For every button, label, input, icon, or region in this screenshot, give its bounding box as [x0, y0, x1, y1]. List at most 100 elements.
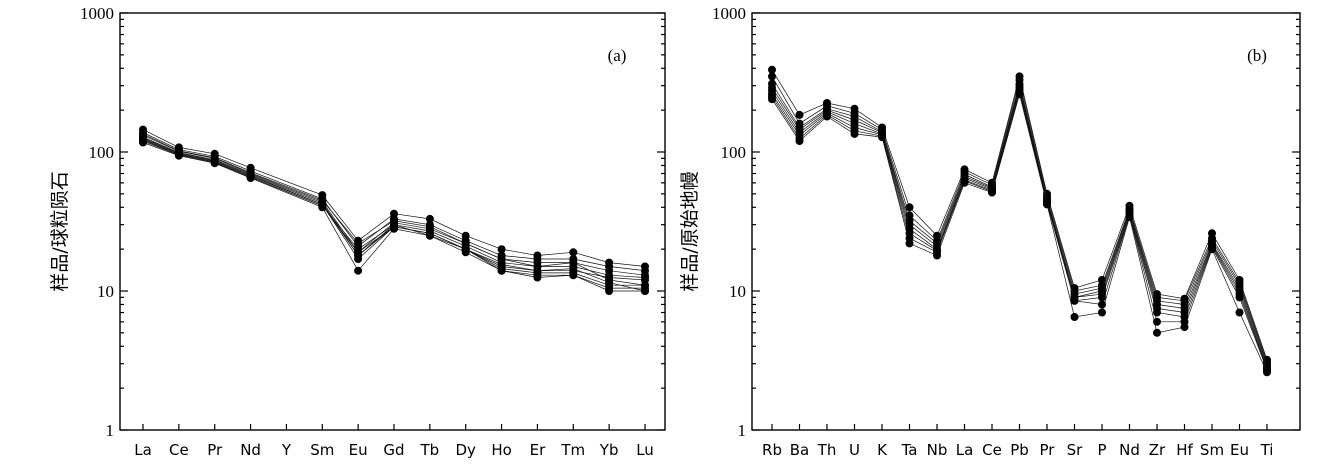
panel-a-series-line-s8 [142, 133, 646, 286]
panel-a-series-line-s4 [142, 136, 646, 278]
panel-b-x-tick-label-ti: Ti [1260, 441, 1274, 459]
panel-a-point-s10-er [533, 273, 542, 282]
panel-b-x-tick-label-th: Th [817, 441, 837, 459]
panel-b-point-s8-th [823, 112, 831, 121]
panel-b-point-s8-eu [1235, 308, 1244, 317]
panel-a-series-line-s10 [142, 139, 645, 292]
panel-b-x-tick-label-zr: Zr [1149, 441, 1166, 459]
panel-b-x-tick-label-hf: Hf [1176, 441, 1193, 459]
panel-a-x-tick-label-la: La [134, 441, 152, 459]
panel-a-series-line-s3 [142, 134, 646, 276]
panel-a-point-s8-dy [461, 239, 470, 248]
panel-b-point-s8-hf [1180, 323, 1189, 332]
panel-a-x-tick-label-pr: Pr [207, 441, 223, 459]
panel-a-series-line-s2 [142, 132, 646, 272]
panel-a-series-line-s1 [142, 129, 646, 267]
panel-a-label: (a) [608, 46, 627, 65]
panel-b-x-tick-label-u: U [849, 441, 860, 459]
panel-b-y-tick-label: 10 [729, 282, 746, 301]
panel-b-point-s1-ba [795, 110, 804, 119]
panel-a-x-tick-label-ce: Ce [169, 441, 189, 459]
panel-a-point-s8-tm [569, 258, 578, 267]
panel-b-y-tick-label: 1 [738, 421, 747, 440]
panel-a-point-s10-lu [641, 287, 649, 295]
panel-b-point-s8-sr [1070, 313, 1079, 321]
panel-b-point-s8-ta [905, 239, 914, 248]
panel-b-x-tick-label-pb: Pb [1010, 441, 1029, 459]
panel-a-x-tick-label-dy: Dy [455, 441, 476, 459]
panel-b-series-line-s8 [771, 92, 1268, 373]
panel-a-y-tick-label: 1000 [80, 4, 114, 23]
panel-a-point-s9-yb [605, 278, 614, 287]
panel-b-x-tick-label-pr: Pr [1040, 441, 1056, 459]
panel-a-point-s10-ce [174, 150, 183, 159]
panel-b-x-tick-label-k: K [877, 441, 888, 459]
panel-b-label: (b) [1247, 46, 1267, 65]
panel-b-y-tick-label: 100 [721, 143, 747, 162]
panel-b-point-s8-ce [988, 188, 996, 197]
panel-b-point-s8-p [1098, 308, 1106, 317]
panel-b-point-s1-rb [768, 65, 776, 74]
panel-a-y-axis-label: 样品/球粒陨石 [49, 171, 71, 291]
panel-b-point-s8-sm [1208, 245, 1216, 254]
panel-b-point-s7-eu [1235, 293, 1244, 302]
panel-b-point-s8-ti [1263, 368, 1271, 377]
panel-b-series-line-s7 [771, 90, 1268, 371]
panel-b-point-s8-u [850, 129, 859, 138]
panel-a-point-s10-nd [246, 173, 255, 182]
panel-a-x-tick-label-yb: Yb [599, 441, 619, 459]
panel-b-point-s8-ba [795, 137, 804, 145]
panel-a-x-tick-label-lu: Lu [636, 441, 654, 459]
panel-b-point-s8-pb [1015, 90, 1024, 99]
panel-a-point-s9-tm [569, 264, 578, 273]
panel-b-x-tick-label-sr: Sr [1067, 441, 1084, 459]
panel-b-series-line-s2 [771, 76, 1268, 362]
panel-a-x-tick-label-sm: Sm [310, 441, 334, 459]
panel-b-plot-frame [751, 12, 1301, 431]
panel-a-point-s8-eu [354, 239, 363, 248]
panel-a-point-s10-la [139, 136, 147, 144]
panel-a-point-s9-er [533, 266, 542, 275]
panel-b-point-s8-zr [1153, 328, 1161, 337]
panel-a-point-s8-lu [641, 281, 649, 290]
panel-b-x-tick-label-rb: Rb [762, 441, 782, 459]
panel-a-x-tick-label-nd: Nd [240, 441, 261, 459]
panel-a-x-tick-label-y: Y [281, 441, 292, 459]
panel-b-point-s8-pr [1043, 200, 1051, 209]
panel-b-x-tick-label-ta: Ta [901, 441, 918, 459]
panel-b-point-s8-la [960, 178, 969, 187]
panel-a-point-s7-eu [354, 266, 363, 275]
panel-a-x-tick-label-tm: Tm [560, 441, 585, 459]
panel-a-point-s10-tm [569, 271, 578, 280]
panel-a-point-s8-ho [497, 255, 506, 263]
panel-a-y-tick-label: 10 [97, 282, 114, 301]
panel-a-point-s10-sm [318, 201, 327, 210]
panel-a-x-tick-label-ho: Ho [491, 441, 511, 459]
panel-a-point-s1-tm [569, 248, 578, 257]
panel-a-x-tick-label-tb: Tb [420, 441, 440, 459]
panel-b-point-s8-nb [933, 251, 941, 260]
panel-b-x-tick-label-p: P [1097, 441, 1106, 459]
panel-b-x-tick-label-la: La [956, 441, 974, 459]
panel-a-point-s10-yb [605, 287, 614, 295]
panel-a-series-line-s7 [142, 142, 645, 289]
panel-b-series-line-s1 [771, 69, 1268, 360]
panel-b-x-tick-label-ce: Ce [982, 441, 1002, 459]
panel-b-point-s2-rb [768, 72, 776, 81]
panel-b-series-line-s5 [771, 87, 1268, 368]
panel-a-point-s10-ho [497, 266, 506, 275]
panel-b-y-axis-label: 样品/原始地幔 [679, 171, 701, 291]
panel-a-point-s8-tb [425, 222, 434, 231]
panel-b-point-s8-nd [1125, 213, 1134, 222]
panel-b-series-line-s4 [771, 85, 1268, 366]
panel-b-x-tick-label-nd: Nd [1119, 441, 1140, 459]
panel-a-point-s8-gd [390, 216, 398, 225]
panel-a-plot-frame [119, 12, 666, 431]
panel-b-point-s7-sr [1070, 296, 1079, 305]
panel-a-x-tick-label-er: Er [530, 441, 546, 459]
panel-a-point-s10-gd [390, 222, 398, 231]
panel-a-x-tick-label-eu: Eu [349, 441, 368, 459]
panel-a-point-s1-tb [425, 214, 434, 223]
panel-b-point-s8-rb [768, 95, 776, 104]
